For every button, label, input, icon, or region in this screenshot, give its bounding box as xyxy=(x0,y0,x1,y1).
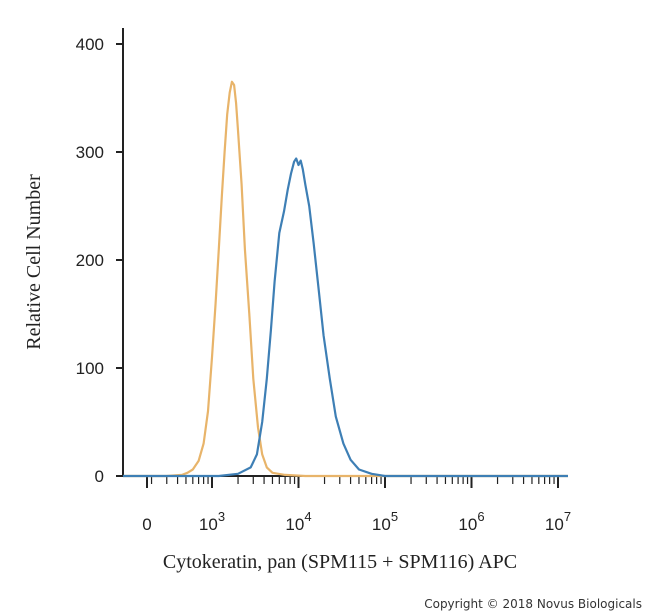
y-tick-label: 200 xyxy=(76,251,104,270)
x-tick-label: 0 xyxy=(142,515,151,534)
y-axis-ticks: 0 100 200 300 400 xyxy=(76,35,123,486)
x-tick-label: 107 xyxy=(545,509,571,534)
y-tick-label: 300 xyxy=(76,143,104,162)
histogram-series xyxy=(123,80,568,478)
histogram-line-2 xyxy=(123,157,568,478)
y-axis-title: Relative Cell Number xyxy=(23,174,45,350)
x-tick-label: 103 xyxy=(199,509,225,534)
x-axis-ticks: 0 103 104 105 106 107 xyxy=(142,476,571,534)
copyright-notice: Copyright © 2018 Novus Biologicals xyxy=(424,597,642,611)
y-tick-label: 400 xyxy=(76,35,104,54)
histogram-line-1 xyxy=(123,80,568,478)
x-tick-label: 104 xyxy=(285,509,311,534)
x-axis-title: Cytokeratin, pan (SPM115 + SPM116) APC xyxy=(163,551,517,573)
y-tick-label: 0 xyxy=(95,467,104,486)
y-tick-label: 100 xyxy=(76,359,104,378)
x-tick-label: 105 xyxy=(372,509,398,534)
x-axis-minor-ticks xyxy=(150,476,555,484)
axes xyxy=(122,28,568,477)
x-tick-label: 106 xyxy=(458,509,484,534)
